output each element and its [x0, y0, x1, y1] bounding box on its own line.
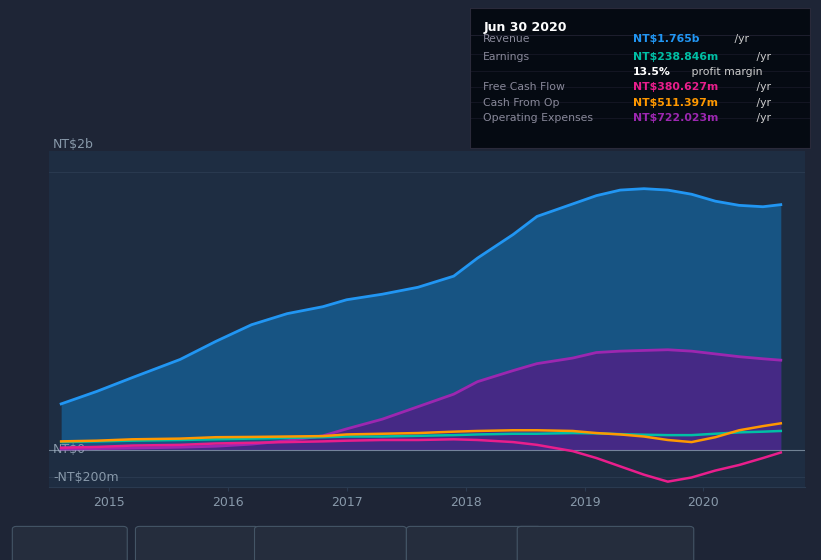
- Text: NT$0: NT$0: [53, 443, 86, 456]
- Text: Free Cash Flow: Free Cash Flow: [285, 539, 369, 549]
- Text: NT$722.023m: NT$722.023m: [633, 113, 718, 123]
- Text: /yr: /yr: [753, 82, 771, 92]
- Text: Revenue: Revenue: [43, 539, 91, 549]
- Text: ●: ●: [26, 539, 36, 549]
- Text: NT$511.397m: NT$511.397m: [633, 98, 718, 108]
- Text: /yr: /yr: [732, 34, 750, 44]
- Text: NT$380.627m: NT$380.627m: [633, 82, 718, 92]
- Text: Cash From Op: Cash From Op: [484, 98, 560, 108]
- Text: -NT$200m: -NT$200m: [53, 471, 119, 484]
- Text: ●: ●: [531, 539, 541, 549]
- Text: NT$238.846m: NT$238.846m: [633, 52, 718, 62]
- Text: ●: ●: [420, 539, 430, 549]
- Text: 13.5%: 13.5%: [633, 67, 671, 77]
- Text: Cash From Op: Cash From Op: [437, 539, 515, 549]
- Text: ●: ●: [268, 539, 278, 549]
- Text: Earnings: Earnings: [166, 539, 214, 549]
- Text: Free Cash Flow: Free Cash Flow: [484, 82, 565, 92]
- Text: Operating Expenses: Operating Expenses: [548, 539, 660, 549]
- Text: NT$2b: NT$2b: [53, 138, 94, 151]
- Text: Jun 30 2020: Jun 30 2020: [484, 21, 566, 34]
- Text: Revenue: Revenue: [484, 34, 530, 44]
- Text: /yr: /yr: [753, 52, 771, 62]
- Text: ●: ●: [149, 539, 159, 549]
- Text: Operating Expenses: Operating Expenses: [484, 113, 594, 123]
- Text: /yr: /yr: [753, 113, 771, 123]
- Text: NT$1.765b: NT$1.765b: [633, 34, 699, 44]
- Text: /yr: /yr: [753, 98, 771, 108]
- Text: Earnings: Earnings: [484, 52, 530, 62]
- Text: profit margin: profit margin: [688, 67, 762, 77]
